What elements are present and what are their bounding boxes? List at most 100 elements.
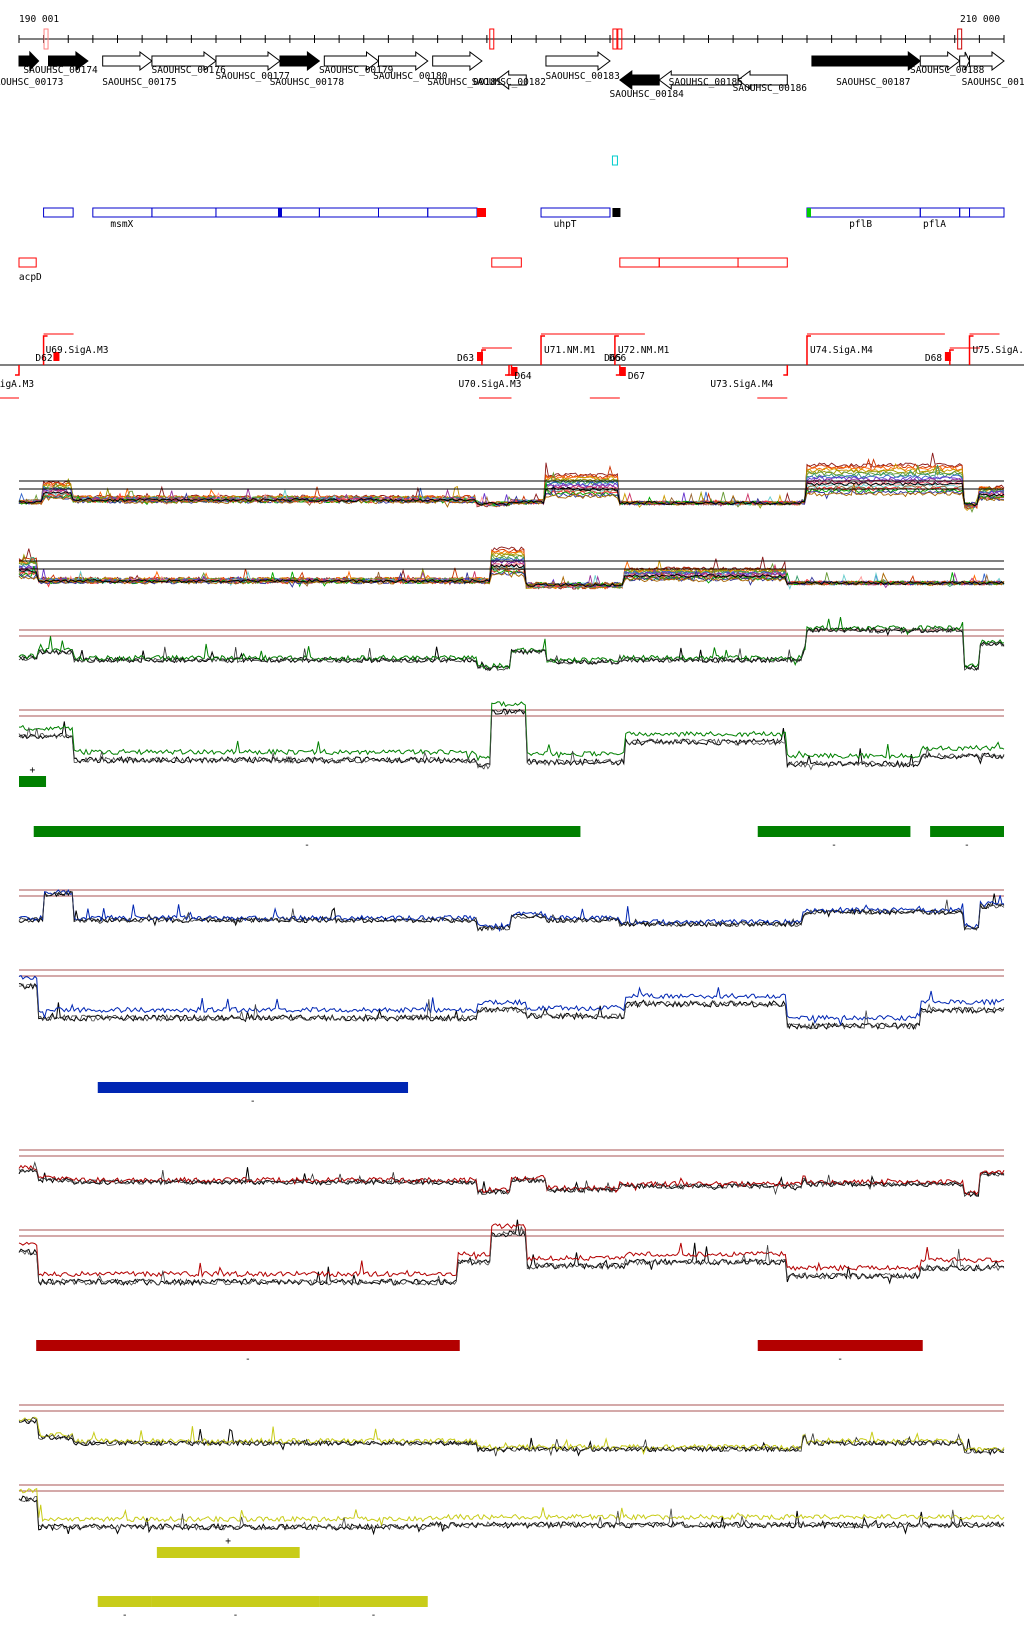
blue-annotation-box [919, 207, 961, 218]
gene-label: SAOUHSC_00175 [102, 77, 176, 88]
expression-trace [18, 627, 1005, 672]
blue-annotation-box [43, 207, 74, 218]
black-annotation-mark [612, 208, 621, 217]
expression-trace [18, 1226, 1005, 1287]
region-strand-label: - [304, 840, 310, 851]
region-strand-label: - [837, 1354, 843, 1365]
gene-label: SAOUHSC_00184 [610, 89, 685, 100]
ruler-marker [617, 28, 623, 50]
tu-label: U71.NM.M1 [544, 345, 596, 356]
tu-label: U69.SigA.M3 [46, 345, 109, 356]
blue-annotation-track: msmX uhpT pflB pflA [43, 207, 1005, 230]
tu-promoter-mark [507, 365, 513, 376]
gene-label: SAOUHSC_00176 [151, 65, 226, 76]
blue-annotation-box [92, 207, 153, 218]
red-annotation-track: acpD [18, 257, 788, 283]
gene-arrow [658, 70, 739, 90]
blue-annotation-box [151, 207, 217, 218]
gene-arrow [377, 51, 429, 71]
region-bar [757, 1340, 923, 1351]
expression-trace [18, 564, 1005, 587]
region-bar [33, 826, 581, 837]
red-annotation-box [737, 257, 788, 268]
red-annotation-box [18, 257, 37, 268]
expression-trace [18, 626, 1005, 672]
tu-label: U75.SigA.M4 [973, 345, 1024, 356]
gene-label: SAOUHSC_00190 [962, 77, 1024, 88]
tu-label: D65 [604, 353, 621, 364]
tu-label: D64 [514, 371, 531, 382]
gene-arrow [545, 51, 611, 71]
expression-trace [18, 1417, 1005, 1457]
expression-trace [18, 1164, 1005, 1196]
cyan-marker [611, 155, 618, 166]
expression-trace [18, 890, 1005, 932]
red-annotation-box [491, 257, 522, 268]
expression-trace [18, 1219, 1004, 1287]
blue-annotation-box [959, 207, 971, 218]
region-strand-label: - [233, 1610, 239, 1621]
tu-promoter-mark [614, 335, 619, 365]
expression-multi-panel-plus [18, 452, 1005, 513]
tu-label: D68 [925, 353, 942, 364]
region-strand-label: - [964, 840, 970, 851]
gene-arrow [959, 51, 971, 71]
gene-label: SAOUHSC_00185 [669, 77, 743, 88]
tu-promoter-mark [783, 365, 789, 376]
ruler-marker [612, 28, 618, 50]
gene-label: SAOUHSC_00173 [0, 77, 63, 88]
tu-promoter-mark [15, 365, 20, 376]
expression-trace [18, 983, 1005, 1030]
red-annotation-mark [476, 208, 486, 217]
gene-label: SAOUHSC_00188 [910, 65, 985, 76]
blue-annotation-box [969, 207, 1005, 218]
region-strand-label: + [30, 765, 36, 776]
tu-promoter-mark [42, 335, 48, 365]
gene-label: SAOUHSC_00182 [472, 77, 546, 88]
region-bar [930, 826, 1004, 837]
tu-promoter-mark [505, 365, 510, 376]
region-strand-label: - [122, 1610, 128, 1621]
gene-track: SAOUHSC_00173SAOUHSC_00174SAOUHSC_00175S… [0, 50, 1024, 100]
region-strand-label: - [831, 840, 837, 851]
red-annotation-label: acpD [19, 272, 42, 283]
tu-label: SigA.M3 [0, 379, 34, 390]
region-strand-label: + [225, 1536, 231, 1547]
expression-trace [18, 1495, 1005, 1536]
gene-arrow [432, 51, 483, 71]
region-bar [757, 826, 911, 837]
gene-label: SAOUHSC_00180 [373, 71, 448, 82]
green-annotation-mark [806, 208, 811, 217]
tu-terminator-mark [476, 352, 483, 361]
tu-promoter-mark [968, 335, 974, 365]
gene-arrow [811, 51, 922, 71]
gene-label: SAOUHSC_00178 [270, 77, 345, 88]
tu-label: U74.SigA.M4 [810, 345, 873, 356]
tu-promoter-mark [806, 335, 811, 365]
coordinate-ruler: 190 001 210 000 [18, 14, 1005, 50]
tu-label: D62 [35, 353, 52, 364]
expression-trace [18, 709, 1005, 771]
region-bar [151, 1596, 320, 1607]
tu-label: U70.SigA.M3 [459, 379, 522, 390]
region-strand-label: - [371, 1610, 377, 1621]
gene-arrow [495, 70, 527, 90]
gene-arrow [919, 51, 961, 71]
red-annotation-box [619, 257, 660, 268]
tu-terminator-mark [619, 367, 626, 376]
condition-yellow-panel: + - - - [18, 1404, 1005, 1621]
gene-arrow [323, 51, 380, 71]
tu-terminator-mark [511, 367, 518, 376]
region-bar [36, 1340, 460, 1351]
region-bar [319, 1596, 428, 1607]
blue-annotation-box [377, 207, 429, 218]
blue-annotation-label: pflB [849, 219, 872, 230]
expression-trace [18, 982, 1004, 1030]
expression-trace [18, 1416, 1005, 1456]
tu-label: D66 [609, 353, 626, 364]
gene-arrow [18, 50, 40, 72]
tu-promoter-mark [615, 365, 621, 376]
blue-annotation-box [427, 207, 478, 218]
gene-arrow [215, 51, 281, 71]
